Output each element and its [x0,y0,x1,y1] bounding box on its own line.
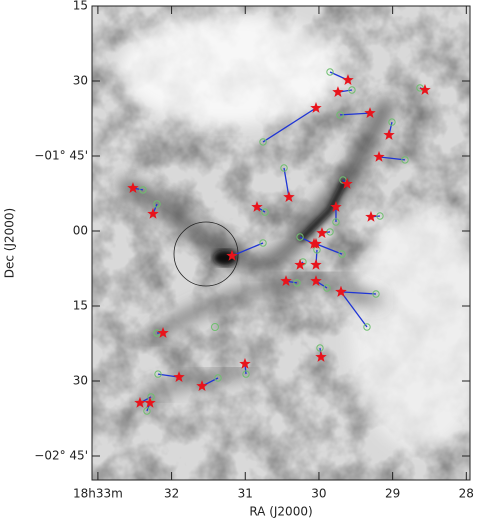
link-line [262,107,317,143]
star-marker [147,207,159,219]
circle-marker [139,186,147,194]
star-marker [365,210,377,222]
y-tick-label: −01° 45' [34,149,88,163]
link-line [283,167,290,198]
star-marker [330,201,342,212]
y-tick-label: 30 [73,74,88,88]
y-tick-label: 15 [73,299,88,313]
circle-marker [280,164,288,172]
x-tick-label: 31 [238,487,253,501]
star-marker [310,275,322,286]
star-marker [280,275,292,286]
x-tick-label: 30 [311,487,326,501]
circle-marker [326,68,334,76]
x-tick-label: 28 [459,487,474,501]
star-marker [283,191,295,202]
link-line [340,291,368,328]
y-axis-title: Dec (J2000) [3,208,17,278]
star-marker [316,227,328,238]
plot-frame [91,5,471,481]
circle-marker [323,284,331,292]
star-marker [373,150,385,162]
star-marker [332,86,344,97]
star-marker [341,177,353,189]
link-line [339,112,371,116]
circle-marker [372,290,380,298]
star-marker [294,258,306,270]
circle-marker [401,156,409,164]
x-tick-label: 29 [385,487,400,501]
circle-marker [242,370,250,378]
star-marker [239,357,251,369]
star-marker [226,249,238,261]
x-tick-label: 32 [164,487,179,501]
circle-marker [363,323,371,331]
star-marker [144,396,156,408]
sky-image [92,6,470,480]
circle-marker [338,250,346,258]
y-tick-label: −02° 45' [34,449,88,463]
star-marker [335,285,347,297]
star-marker [134,396,146,408]
star-marker [251,201,263,212]
star-marker [310,102,322,113]
circle-marker [154,370,162,378]
link-line [231,242,264,257]
circle-marker [261,208,269,216]
circle-marker [388,118,396,126]
circle-marker [296,233,304,241]
circle-marker [332,218,340,226]
x-tick-label: 18h33m [73,487,123,501]
star-marker [342,74,354,85]
circle-marker [316,344,324,352]
star-marker [364,107,376,118]
circle-marker [143,407,151,415]
star-marker [419,84,431,95]
circle-marker [348,86,356,94]
star-marker [310,237,322,249]
link-line [340,291,377,295]
star-marker [196,380,208,391]
y-tick-label: 15 [73,0,88,13]
circle-marker [153,200,161,208]
circle-marker [376,212,384,220]
circle-marker [293,279,301,287]
link-line [315,243,343,255]
circle-marker [259,138,267,146]
x-axis-title: RA (J2000) [249,505,312,519]
star-marker [127,182,139,193]
star-marker [315,351,327,362]
circle-marker [214,374,222,382]
star-marker [383,129,395,140]
y-tick-label: 30 [73,374,88,388]
circle-marker [259,239,267,247]
circle-marker [336,111,344,119]
star-marker [310,258,322,270]
link-line [378,156,406,161]
star-marker [157,327,169,338]
circle-marker [416,84,424,92]
y-tick-label: 00 [73,224,88,238]
star-marker [173,371,185,382]
